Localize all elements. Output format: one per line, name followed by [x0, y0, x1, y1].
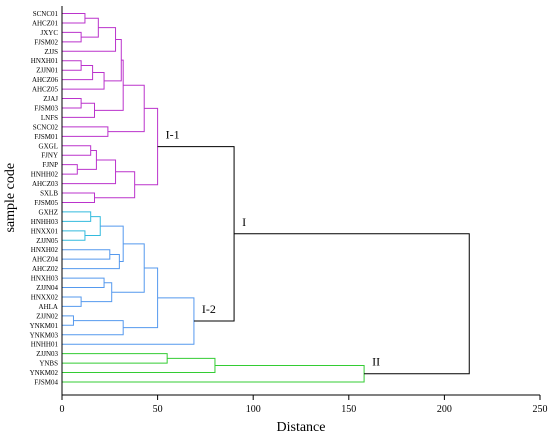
merge-branch-2 — [81, 17, 99, 38]
y-axis-title: sample code — [3, 163, 18, 233]
merge-branch-4 — [62, 60, 82, 71]
merge-branch-13 — [62, 145, 92, 156]
x-tick-label: 250 — [533, 404, 548, 415]
leaf-label: SCNC02 — [33, 123, 59, 131]
merge-branch-32 — [123, 267, 159, 329]
x-axis-ticks: 0 50 100 150 200 250 — [60, 395, 548, 415]
leaf-labels: SCNC01AHCZ01JXYCFJSM02ZJJSHNXH01ZJJN01AH… — [30, 10, 59, 387]
x-tick-label: 200 — [437, 404, 452, 415]
leaf-label: SCNC01 — [33, 10, 59, 18]
merge-branch-24 — [62, 253, 120, 270]
merge-branch-21 — [62, 230, 86, 241]
leaf-label: AHCZ04 — [32, 256, 59, 264]
merge-branch-34 — [157, 146, 235, 322]
merge-branch-36 — [62, 357, 216, 374]
merge-branch-27 — [62, 296, 82, 307]
merge-branch-6 — [62, 72, 105, 90]
x-tick-label: 0 — [60, 404, 65, 415]
leaf-label: HNHH03 — [31, 218, 59, 226]
leaf-label: ZJJN03 — [36, 350, 58, 358]
leaf-label: ZJJN04 — [36, 284, 58, 292]
leaf-label: HNHH01 — [31, 341, 59, 349]
leaf-label: FJSM01 — [34, 133, 58, 141]
merge-branch-16 — [62, 159, 117, 185]
merge-branch-15 — [77, 150, 97, 170]
leaf-label: HNXX02 — [31, 293, 59, 301]
merge-branch-1 — [62, 31, 82, 43]
cluster-label: I — [242, 215, 246, 229]
leaf-label: YNBS — [39, 360, 58, 368]
leaf-label: ZJJS — [44, 48, 58, 56]
leaf-label: JXYC — [40, 29, 58, 37]
merge-branch-20 — [62, 211, 92, 222]
leaf-label: GXGL — [39, 142, 58, 150]
leaf-label: HNXH01 — [31, 57, 59, 65]
merge-branch-14 — [62, 164, 78, 175]
leaf-label: HNXH03 — [31, 275, 59, 283]
merge-branch-3 — [62, 27, 117, 52]
leaf-label: FJNP — [42, 161, 58, 169]
leaf-label: ZJAJ — [43, 95, 58, 103]
merge-branch-37 — [62, 364, 365, 383]
x-axis — [61, 6, 540, 396]
leaf-label: AHCZ01 — [32, 19, 59, 27]
merge-branch-5 — [62, 64, 94, 81]
merge-branch-23 — [62, 249, 111, 260]
leaf-label: FJSM04 — [34, 379, 58, 387]
leaf-label: LNFS — [41, 114, 58, 122]
leaf-label: ZJJN05 — [36, 237, 58, 245]
merge-branch-19 — [134, 107, 159, 186]
merge-branch-31 — [62, 320, 124, 336]
leaf-label: AHCZ06 — [32, 76, 59, 84]
leaf-label: ZJJN02 — [36, 312, 58, 320]
merge-branch-10 — [94, 59, 124, 111]
merge-branch-7 — [104, 38, 122, 82]
leaf-label: YNKM03 — [30, 331, 59, 339]
x-tick-label: 150 — [341, 404, 356, 415]
leaf-label: HNXH02 — [31, 246, 59, 254]
x-tick-label: 50 — [153, 404, 163, 415]
merge-branch-12 — [107, 84, 145, 133]
merge-branch-8 — [62, 98, 82, 109]
merge-branch-22 — [84, 216, 101, 237]
leaf-label: HNHH02 — [31, 171, 59, 179]
cluster-label: II — [372, 355, 380, 369]
leaf-label: ZJJN01 — [36, 67, 58, 75]
leaf-label: AHCZ05 — [32, 86, 59, 94]
merge-branch-29 — [111, 243, 145, 293]
leaf-label: AHCZ03 — [32, 180, 59, 188]
merge-branch-35 — [62, 353, 168, 364]
merge-branch-17 — [62, 192, 96, 203]
leaf-label: AHCZ02 — [32, 265, 59, 273]
leaf-label: FJSM02 — [34, 38, 58, 46]
merge-branch-0 — [62, 13, 86, 24]
leaf-label: SXLB — [40, 190, 58, 198]
cluster-label: I-2 — [202, 302, 216, 316]
x-axis-title: Distance — [277, 420, 326, 435]
leaf-label: AHLA — [39, 303, 58, 311]
merge-branch-38 — [234, 233, 470, 375]
merge-branch-18 — [94, 171, 136, 199]
leaf-label: GXHZ — [39, 208, 58, 216]
merge-branch-30 — [62, 315, 74, 326]
x-tick-label: 100 — [246, 404, 261, 415]
leaf-label: FJNY — [41, 152, 58, 160]
leaf-label: YNKM01 — [30, 322, 59, 330]
merge-branch-11 — [62, 126, 109, 137]
dendrogram-branches — [62, 13, 470, 383]
leaf-label: YNKM02 — [30, 369, 59, 377]
merge-branch-9 — [62, 102, 96, 118]
leaf-label: HNXX01 — [31, 227, 59, 235]
cluster-label: I-1 — [166, 128, 180, 142]
merge-branch-26 — [62, 277, 105, 289]
merge-branch-28 — [81, 282, 113, 303]
leaf-label: FJSM05 — [34, 199, 58, 207]
leaf-label: FJSM03 — [34, 104, 58, 112]
